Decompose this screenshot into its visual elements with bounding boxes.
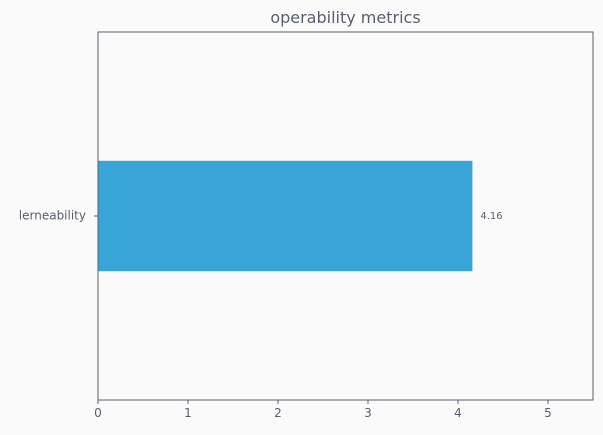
x-tick-label: 1: [184, 406, 192, 420]
x-tick-label: 0: [94, 406, 102, 420]
bar: [98, 160, 473, 272]
x-tick-label: 3: [364, 406, 372, 420]
x-tick-label: 2: [274, 406, 282, 420]
bar-data-label: 4.16: [480, 211, 502, 222]
y-axis: lerneability: [19, 209, 98, 223]
plot-area: 4.16: [98, 160, 503, 272]
y-category-label: lerneability: [19, 209, 86, 223]
chart-title: operability metrics: [270, 8, 420, 27]
x-tick-label: 4: [454, 406, 462, 420]
x-tick-label: 5: [544, 406, 552, 420]
x-axis: 0 1 2 3 4 5: [94, 400, 552, 420]
